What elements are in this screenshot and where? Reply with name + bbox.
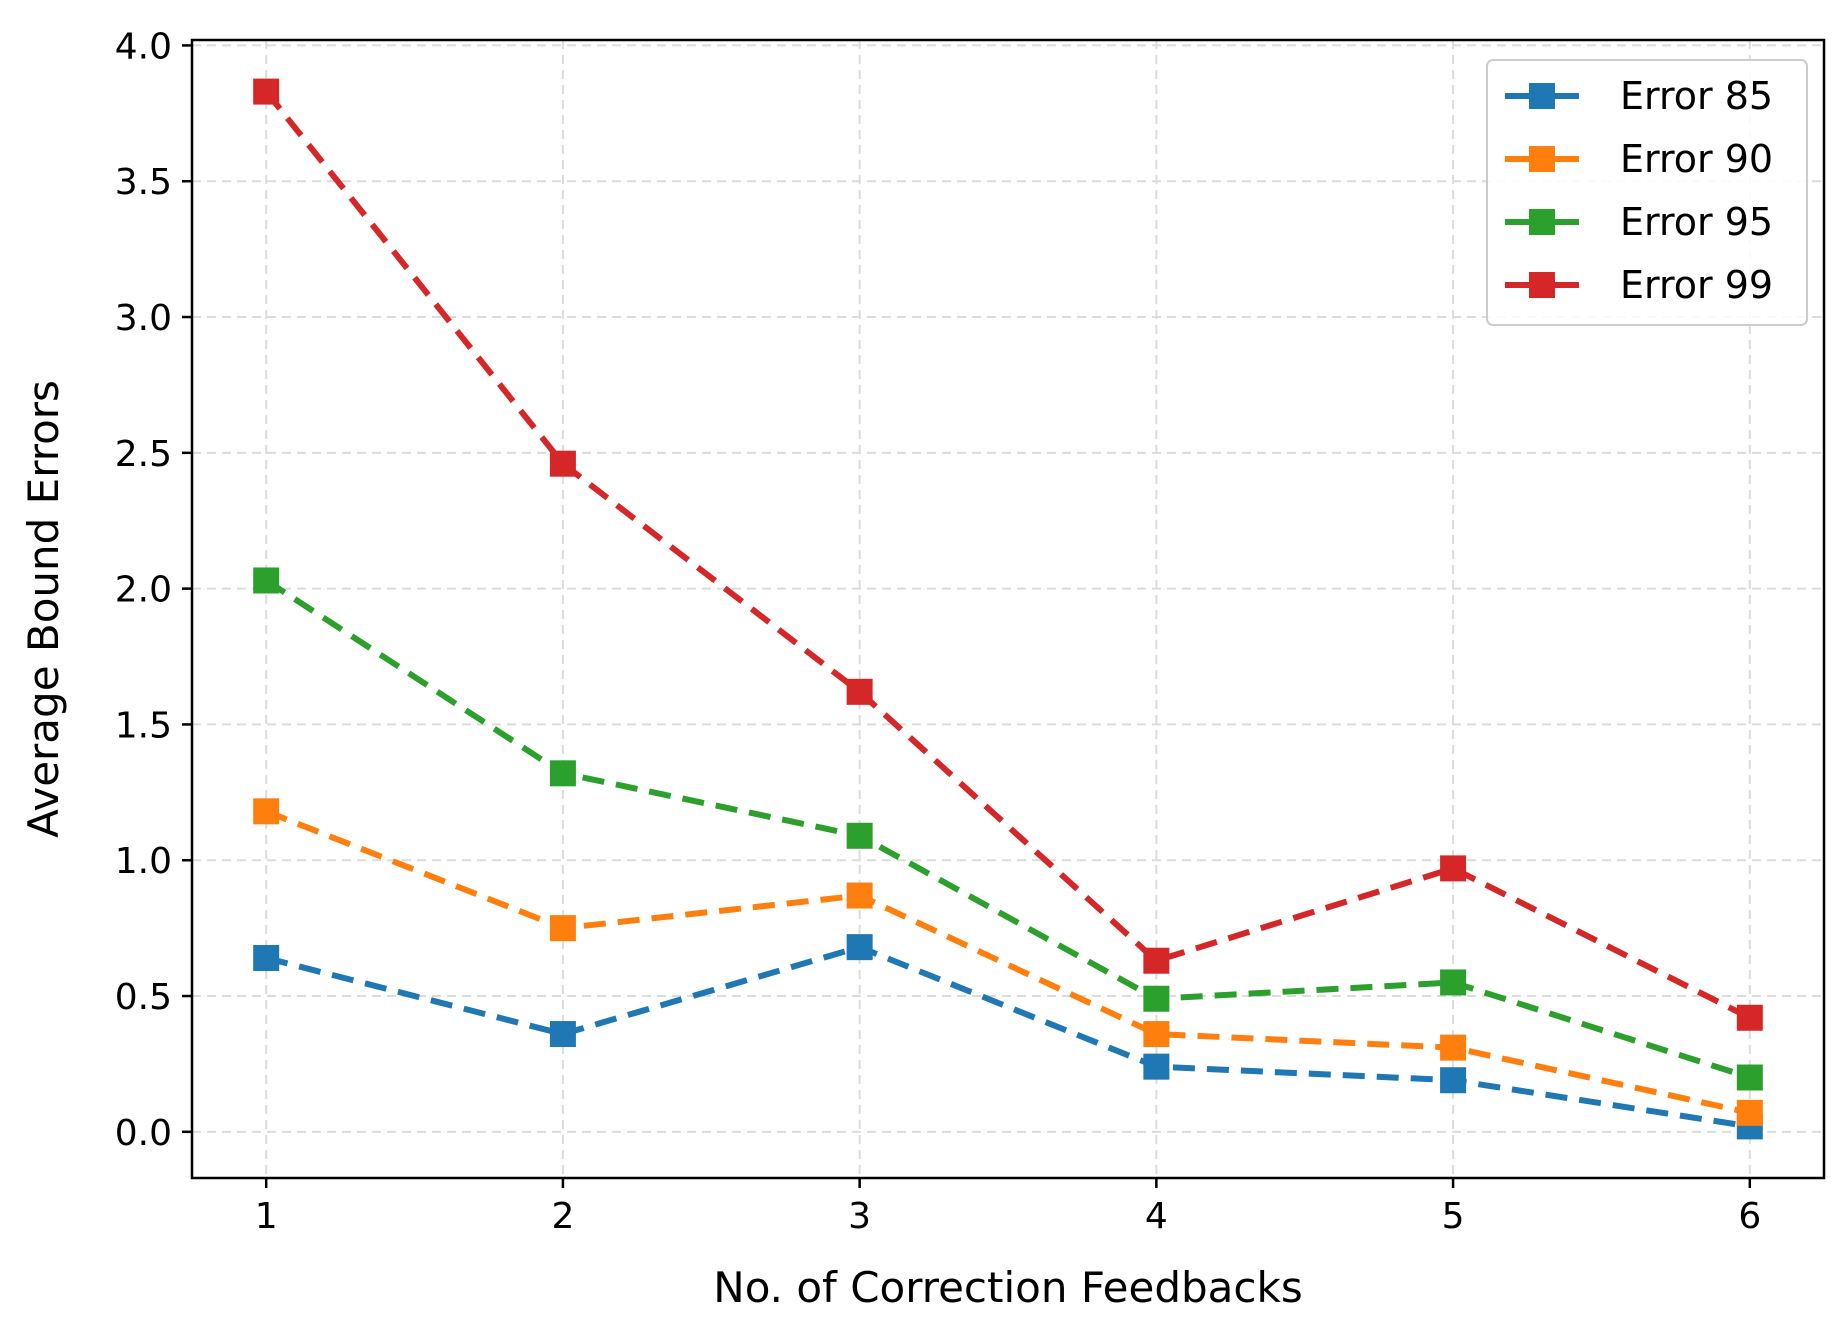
data-point-marker [1440, 855, 1467, 882]
data-point-marker [253, 798, 280, 825]
data-point-marker [846, 822, 873, 849]
series-2 [253, 798, 1763, 1126]
legend-marker [1529, 209, 1555, 235]
series-line [265, 944, 1751, 1130]
data-point-marker [1736, 1099, 1763, 1126]
plot-frame [190, 38, 1826, 1180]
legend-item: Error 99 [1505, 263, 1773, 307]
series-3 [253, 567, 1763, 1091]
x-tick-label: 5 [1442, 1196, 1465, 1237]
data-point-marker [846, 934, 873, 961]
data-point-marker [253, 78, 280, 105]
legend-item: Error 90 [1505, 137, 1773, 181]
data-point-marker [253, 567, 280, 594]
data-point-marker [1143, 1021, 1170, 1048]
x-tick-label: 4 [1145, 1196, 1168, 1237]
series-line [265, 808, 1751, 1116]
data-point-marker [1440, 969, 1467, 996]
y-tick-label: 2.5 [115, 434, 172, 475]
legend-marker [1529, 272, 1555, 298]
y-tick-label: 4.0 [115, 26, 172, 67]
axis-ticks: 1 2 3 4 5 6 0.0 0.5 1.0 1.5 2.0 2.5 3.0 3.5 4.0 [115, 26, 1762, 1237]
legend: Error 85 Error 90 Error 95 Error 99 [1486, 59, 1808, 326]
y-tick-label: 0.0 [115, 1113, 172, 1154]
y-tick-label: 3.0 [115, 298, 172, 339]
data-point-marker [1440, 1034, 1467, 1061]
legend-label: Error 90 [1620, 137, 1773, 181]
data-point-marker [253, 945, 280, 972]
x-tick-label: 2 [551, 1196, 574, 1237]
data-point-marker [549, 760, 576, 787]
y-tick-label: 1.0 [115, 841, 172, 882]
y-axis-label: Average Bound Errors [19, 380, 68, 838]
legend-marker [1529, 146, 1555, 172]
series-1 [253, 934, 1763, 1140]
data-point-marker [1143, 1053, 1170, 1080]
data-point-marker [1440, 1067, 1467, 1094]
data-point-marker [1736, 1004, 1763, 1031]
legend-label: Error 99 [1620, 263, 1773, 307]
x-tick-label: 6 [1738, 1196, 1761, 1237]
legend-label: Error 95 [1620, 200, 1773, 244]
legend-box [1486, 59, 1808, 326]
x-tick-label: 1 [255, 1196, 278, 1237]
legend-item: Error 85 [1505, 74, 1773, 118]
data-point-marker [846, 882, 873, 909]
data-point-marker [1143, 947, 1170, 974]
y-tick-label: 2.0 [115, 570, 172, 611]
y-tick-label: 3.5 [115, 162, 172, 203]
data-point-marker [1143, 985, 1170, 1012]
series-line [264, 577, 1751, 1081]
series-4 [253, 78, 1763, 1031]
x-tick-label: 3 [848, 1196, 871, 1237]
y-tick-label: 1.5 [115, 705, 172, 746]
data-point-marker [549, 450, 576, 477]
series-line [263, 89, 1752, 1021]
data-point-marker [1736, 1064, 1763, 1091]
y-tick-label: 0.5 [115, 977, 172, 1018]
data-point-marker [549, 1021, 576, 1048]
legend-item: Error 95 [1505, 200, 1773, 244]
data-point-marker [846, 678, 873, 705]
data-point-marker [549, 915, 576, 942]
legend-label: Error 85 [1620, 74, 1773, 118]
x-axis-label: No. of Correction Feedbacks [713, 1263, 1302, 1312]
series-layer [253, 78, 1763, 1140]
legend-marker [1529, 83, 1555, 109]
